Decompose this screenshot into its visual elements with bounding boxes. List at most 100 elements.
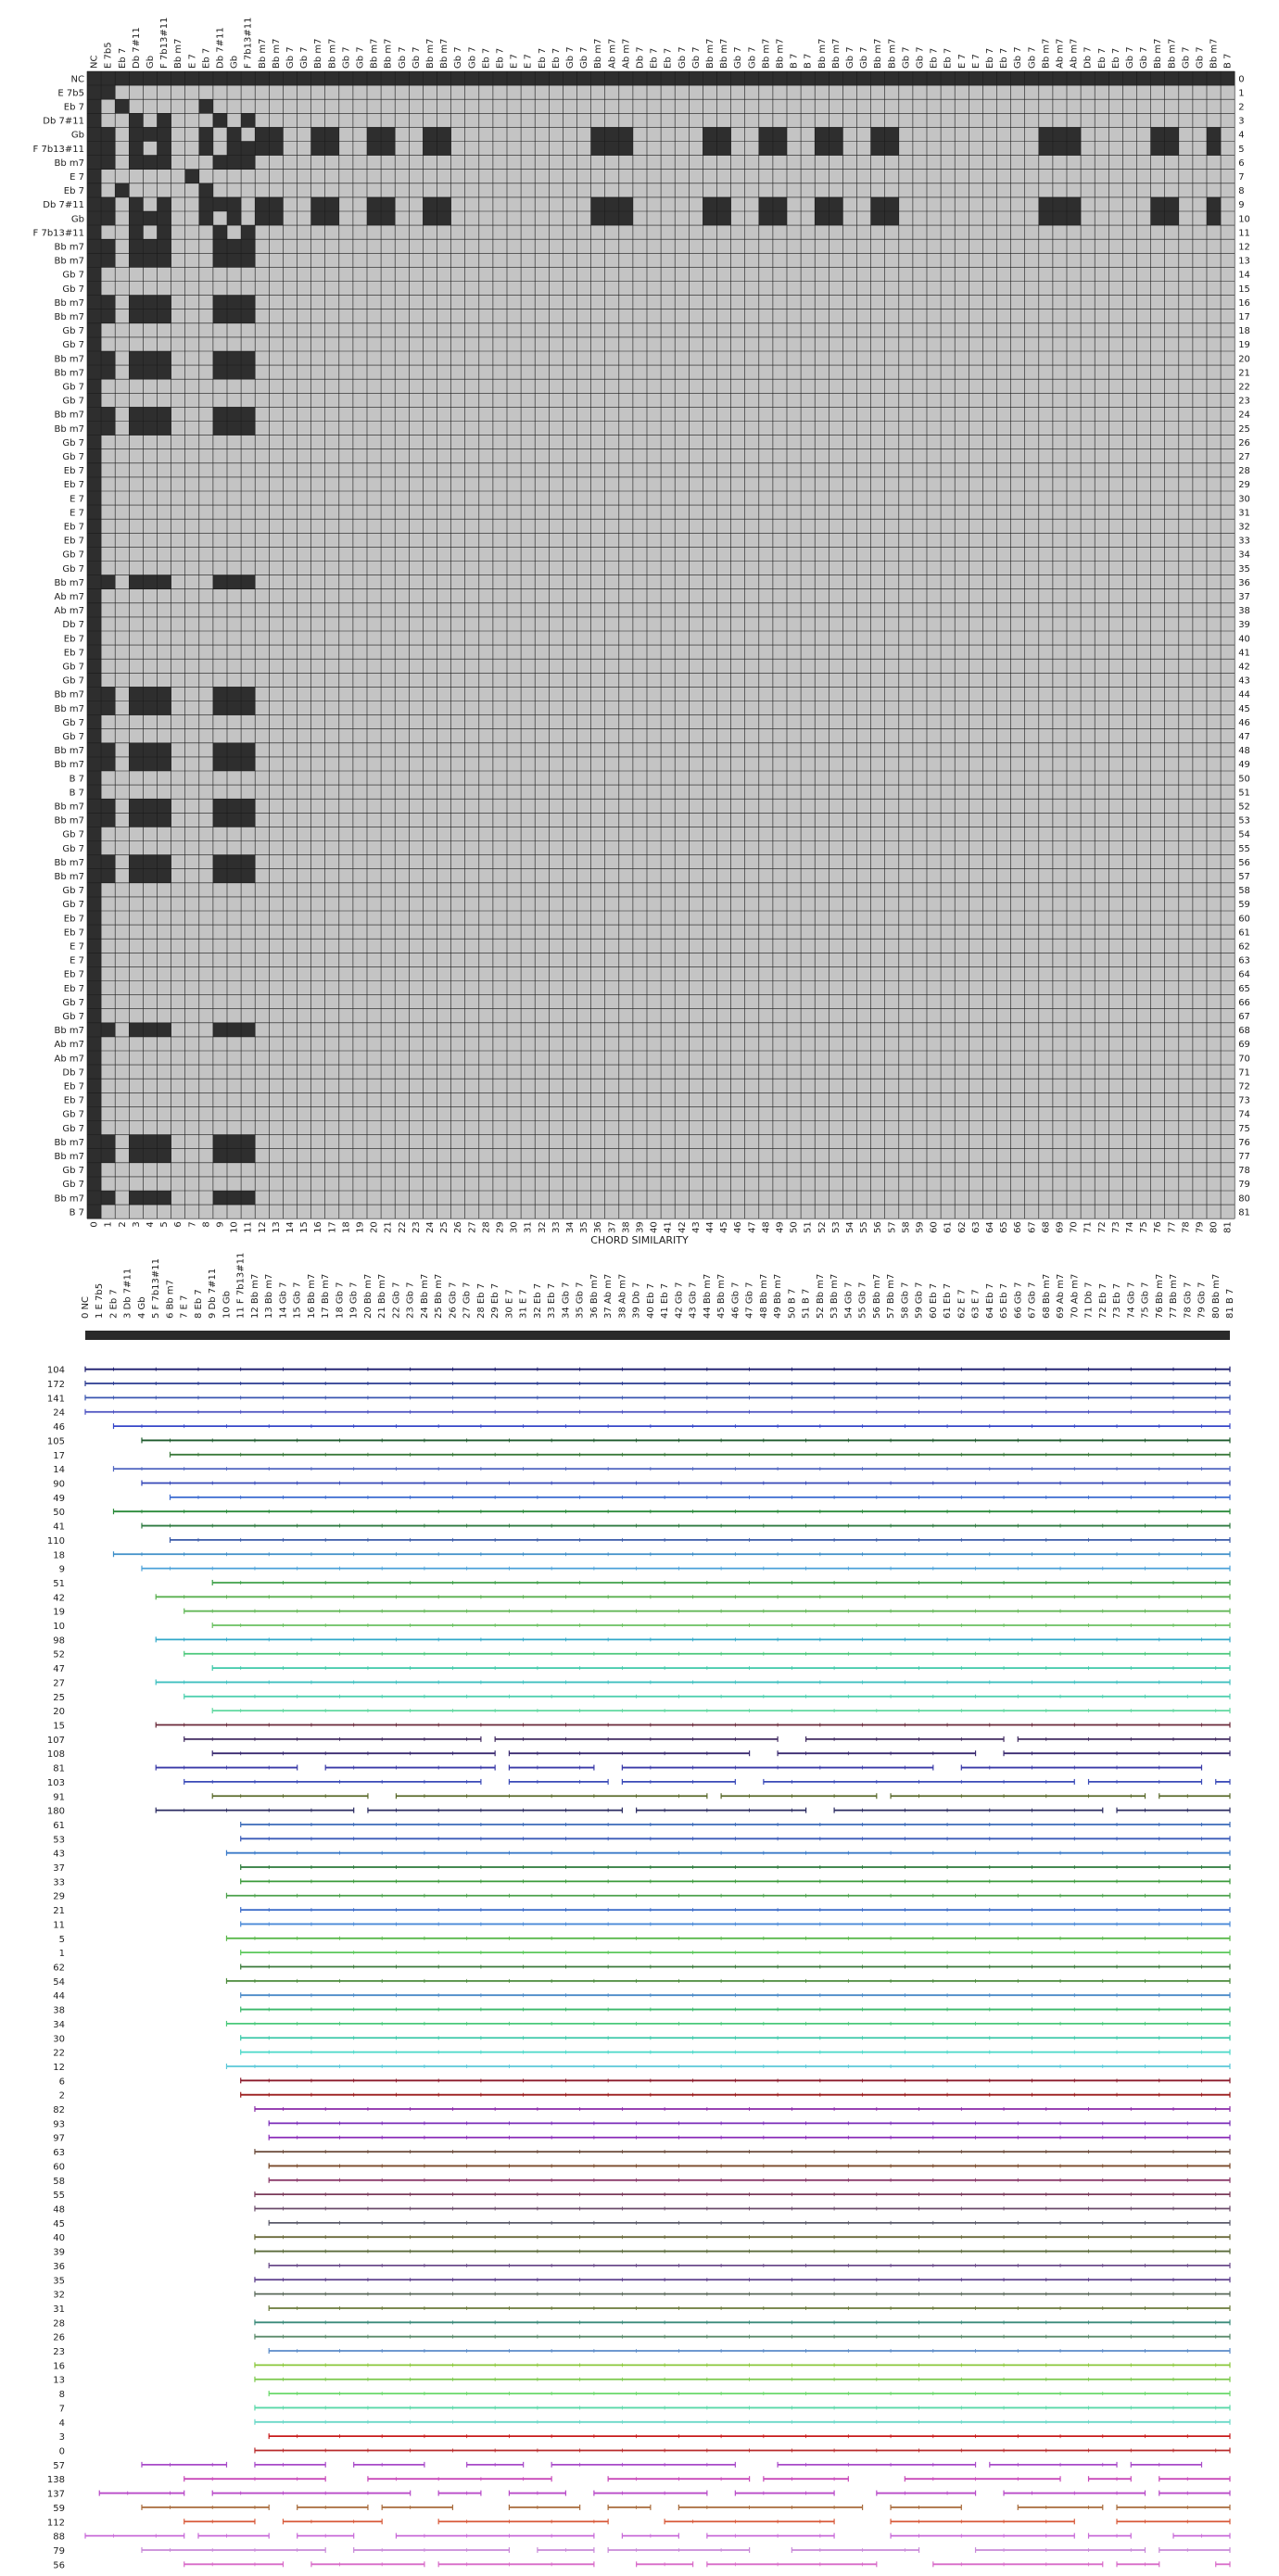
heatmap-cell-similar [241,113,256,128]
heatmap-cell-similar [829,127,843,142]
heatmap-cell-similar [241,141,256,156]
heatmap-cell-similar [87,533,102,548]
lane-row-label: 82 [53,2105,65,2115]
lane-axis-label: 66 Gb 7 [1013,1282,1023,1319]
heatmap-cell-similar [227,868,242,883]
heatmap-cell-similar [87,1008,102,1023]
heatmap-row-index: 15 [1238,284,1250,295]
heatmap-row-index: 61 [1238,928,1250,938]
heatmap-cell-similar [157,309,171,323]
heatmap-cell-similar [87,448,102,463]
heatmap-cell-similar [143,211,158,226]
heatmap-cell-similar [87,1022,102,1037]
heatmap-cell-similar [212,1022,227,1037]
heatmap-column-label: Bb m7 [258,39,268,69]
heatmap-row-label: Eb 7 [64,1082,84,1092]
heatmap-cell-similar [212,701,227,715]
heatmap-cell-similar [87,1134,102,1149]
lane-row-label: 110 [47,1536,65,1547]
heatmap-row-label: Db 7 [62,1067,84,1078]
heatmap-row-label: Gb 7 [62,718,84,728]
heatmap-cell-similar [227,196,242,211]
heatmap-row-label: Ab m7 [55,1040,84,1050]
lane-axis-label: 9 Db 7#11 [208,1269,218,1319]
lane-row-label: 172 [47,1380,65,1390]
heatmap-cell-similar [212,113,227,128]
heatmap-cell-similar [772,141,787,156]
lane-row-label: 8 [59,2390,65,2400]
heatmap-cell-similar [1207,127,1222,142]
heatmap-column-index: 6 [173,1221,184,1227]
heatmap-cell-similar [269,127,284,142]
heatmap-cell-similar [1164,196,1179,211]
heatmap-column-index: 56 [873,1221,883,1233]
heatmap-cell-similar [87,602,102,617]
heatmap-row-index: 63 [1238,956,1250,966]
heatmap-cell-similar [157,687,171,701]
lane-axis-label: 74 Gb 7 [1126,1282,1136,1319]
heatmap-cell-similar [758,127,773,142]
heatmap-cell-similar [381,211,396,226]
heatmap-cell-similar [87,953,102,967]
heatmap-row-label: Bb m7 [55,298,85,309]
lane-row-label: 46 [53,1422,65,1433]
heatmap-column-label: E 7 [957,54,968,69]
lane-row-label: 7 [59,2404,65,2414]
heatmap-column-index: 68 [1041,1221,1051,1233]
heatmap-cell-similar [212,868,227,883]
heatmap-cell-similar [143,687,158,701]
lane-row-label: 23 [53,2347,65,2357]
heatmap-row-label: Bb m7 [55,1026,85,1036]
heatmap-column-index: 72 [1097,1221,1108,1233]
heatmap-cell-similar [1095,71,1109,86]
heatmap-cell-similar [464,71,479,86]
heatmap-cell-similar [1164,211,1179,226]
lane-axis-label: 56 Bb m7 [872,1274,882,1319]
lane-row-label: 98 [53,1635,65,1646]
lane-axis-label: 1 E 7b5 [95,1283,105,1319]
heatmap-cell-similar [87,211,102,226]
lane-row-label: 15 [53,1722,65,1732]
heatmap-row-label: Gb 7 [62,900,84,910]
lane-axis-label: 10 Gb [222,1291,232,1319]
heatmap-row-label: Bb m7 [55,1152,85,1162]
heatmap-column-label: Db 7#11 [132,27,142,69]
heatmap-row-label: Gb [71,131,84,141]
heatmap-cell-similar [716,71,731,86]
heatmap-cell-similar [129,253,144,268]
heatmap-cell-similar [87,253,102,268]
heatmap-column-index: 31 [524,1221,534,1233]
heatmap-column-label: Eb 7 [201,48,211,69]
heatmap-cell-similar [1207,211,1222,226]
heatmap-column-index: 46 [733,1221,743,1233]
heatmap-cell-similar [157,365,171,380]
heatmap-cell-similar [227,1148,242,1163]
heatmap-cell-similar [856,71,871,86]
heatmap-cell-similar [352,71,367,86]
heatmap-cell-similar [955,71,969,86]
heatmap-cell-similar [227,421,242,436]
heatmap-row-label: Bb m7 [55,578,85,588]
heatmap-cell-similar [437,196,451,211]
heatmap-column-label: Bb m7 [1209,39,1220,69]
heatmap-column-index: 21 [384,1221,394,1233]
heatmap-cell-similar [129,701,144,715]
heatmap-cell-similar [87,113,102,128]
heatmap-cell-similar [87,322,102,337]
heatmap-cell-similar [101,1191,116,1206]
heatmap-cell-similar [87,771,102,786]
heatmap-cell-similar [198,183,213,197]
heatmap-column-label: Bb m7 [761,39,771,69]
lane-row-label: 24 [53,1408,65,1419]
heatmap-cell-similar [227,575,242,589]
heatmap-cell-similar [87,196,102,211]
heatmap-cell-similar [101,85,116,100]
heatmap-cell-similar [129,421,144,436]
heatmap-row-index: 20 [1238,354,1250,364]
lane-row-label: 90 [53,1480,65,1490]
heatmap-row-index: 70 [1238,1054,1250,1064]
heatmap-row-label: E 7 [70,956,84,966]
heatmap-cell-similar [549,71,564,86]
heatmap-cell-similar [101,1134,116,1149]
heatmap-cell-similar [143,239,158,254]
